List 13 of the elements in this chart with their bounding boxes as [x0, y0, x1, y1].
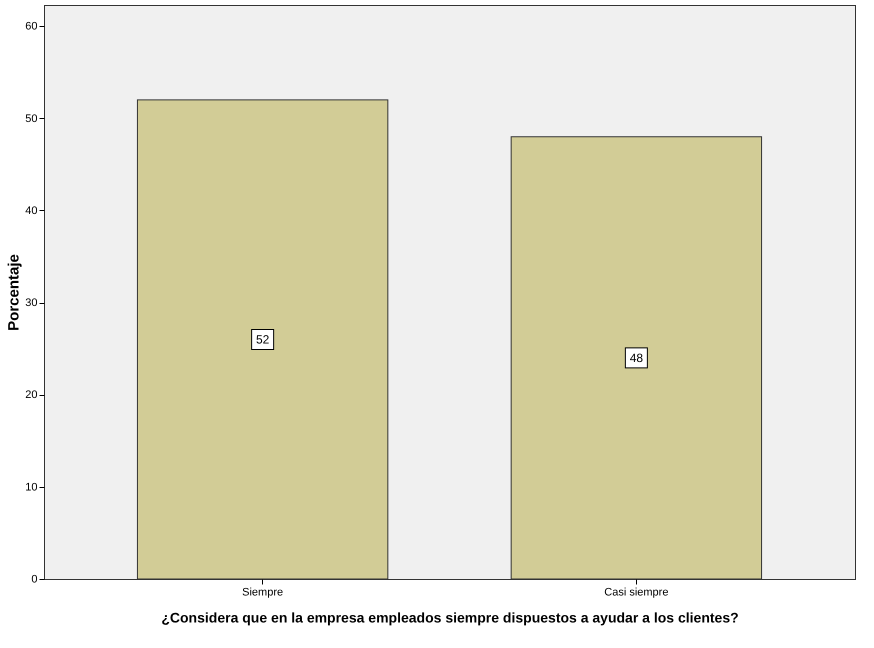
y-tick-label: 30 — [25, 297, 38, 310]
y-tick-label: 10 — [25, 481, 38, 494]
y-tick-label: 0 — [31, 574, 38, 586]
y-tick-label: 40 — [25, 204, 38, 217]
y-tick-label: 60 — [25, 20, 38, 33]
x-tick-label: Siempre — [242, 586, 284, 598]
y-tick-label: 50 — [25, 112, 38, 125]
y-tick-label: 20 — [25, 389, 38, 402]
y-axis-title: Porcentaje — [5, 254, 22, 331]
x-axis-title: ¿Considera que en la empresa empleados siempre dispuestos a ayudar a los clientes? — [161, 610, 739, 626]
x-tick-label: Casi siempre — [604, 586, 668, 598]
data-label: 48 — [630, 350, 644, 365]
data-label: 52 — [256, 332, 270, 346]
